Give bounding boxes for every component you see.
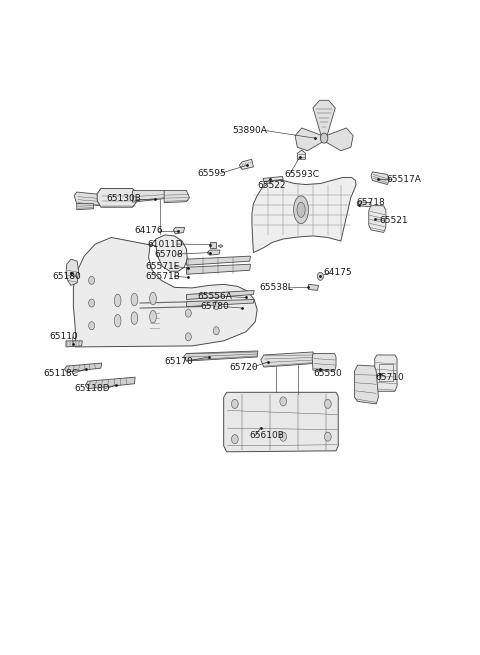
Ellipse shape xyxy=(131,312,138,324)
Circle shape xyxy=(231,400,238,409)
Polygon shape xyxy=(240,159,253,170)
Polygon shape xyxy=(369,206,386,233)
Polygon shape xyxy=(132,191,166,202)
Text: 65118C: 65118C xyxy=(44,369,79,378)
Polygon shape xyxy=(66,341,83,347)
Circle shape xyxy=(185,309,192,317)
Circle shape xyxy=(185,333,192,341)
Polygon shape xyxy=(85,377,135,389)
Polygon shape xyxy=(263,176,283,181)
Polygon shape xyxy=(186,290,254,299)
Circle shape xyxy=(231,435,238,443)
Text: 65780: 65780 xyxy=(201,302,229,311)
Circle shape xyxy=(89,276,95,284)
Polygon shape xyxy=(73,235,257,347)
Ellipse shape xyxy=(297,202,305,217)
Polygon shape xyxy=(186,264,251,274)
Bar xyxy=(210,242,216,248)
Polygon shape xyxy=(355,365,378,404)
Ellipse shape xyxy=(150,292,156,305)
Text: 65180: 65180 xyxy=(53,272,82,281)
Circle shape xyxy=(317,272,324,280)
Circle shape xyxy=(280,397,287,406)
Text: 65710: 65710 xyxy=(375,373,404,382)
Circle shape xyxy=(280,432,287,441)
Text: 65538L: 65538L xyxy=(260,284,294,292)
Text: 61011D: 61011D xyxy=(147,240,183,248)
Ellipse shape xyxy=(131,293,138,306)
Polygon shape xyxy=(218,244,223,248)
Text: 53890A: 53890A xyxy=(233,126,267,134)
Ellipse shape xyxy=(150,310,156,323)
Polygon shape xyxy=(64,363,102,372)
Text: 65595: 65595 xyxy=(197,169,226,178)
Circle shape xyxy=(321,133,328,143)
Text: 65556A: 65556A xyxy=(197,292,232,301)
Text: 65720: 65720 xyxy=(229,363,258,371)
Polygon shape xyxy=(97,189,136,207)
Ellipse shape xyxy=(114,314,121,327)
Polygon shape xyxy=(295,128,322,151)
Polygon shape xyxy=(371,172,390,185)
Ellipse shape xyxy=(114,294,121,307)
Polygon shape xyxy=(358,202,371,207)
Polygon shape xyxy=(207,250,220,255)
Circle shape xyxy=(324,400,331,409)
Ellipse shape xyxy=(294,196,309,223)
Polygon shape xyxy=(173,227,185,234)
Text: 65522: 65522 xyxy=(257,181,286,190)
Polygon shape xyxy=(309,284,319,290)
Text: 65571B: 65571B xyxy=(145,272,180,281)
Text: 64176: 64176 xyxy=(135,227,163,235)
Polygon shape xyxy=(74,192,103,206)
Polygon shape xyxy=(66,259,79,286)
Text: 65571E: 65571E xyxy=(145,262,180,271)
Text: 65521: 65521 xyxy=(379,216,408,225)
Text: 65610B: 65610B xyxy=(250,431,285,440)
Polygon shape xyxy=(224,392,338,452)
Text: 65118D: 65118D xyxy=(74,384,110,393)
Text: 65718: 65718 xyxy=(356,198,385,207)
Polygon shape xyxy=(261,352,314,367)
Polygon shape xyxy=(313,100,335,136)
Text: 65708: 65708 xyxy=(154,250,183,259)
Text: 65550: 65550 xyxy=(313,369,342,378)
Text: 65593C: 65593C xyxy=(284,170,319,179)
Text: 65110: 65110 xyxy=(49,332,78,341)
Polygon shape xyxy=(186,256,251,265)
Circle shape xyxy=(324,432,331,441)
Polygon shape xyxy=(252,178,356,253)
Circle shape xyxy=(213,301,219,310)
Polygon shape xyxy=(183,351,258,361)
Polygon shape xyxy=(312,354,336,371)
Polygon shape xyxy=(326,128,353,151)
Polygon shape xyxy=(186,299,254,307)
Text: 64175: 64175 xyxy=(324,269,352,277)
Polygon shape xyxy=(297,150,305,159)
Polygon shape xyxy=(77,204,94,210)
Circle shape xyxy=(89,322,95,329)
Text: 65170: 65170 xyxy=(165,356,193,365)
Text: 65130B: 65130B xyxy=(106,194,141,203)
Text: 65517A: 65517A xyxy=(386,175,421,184)
Polygon shape xyxy=(375,355,397,391)
Circle shape xyxy=(213,327,219,335)
Polygon shape xyxy=(164,191,190,202)
Circle shape xyxy=(89,299,95,307)
